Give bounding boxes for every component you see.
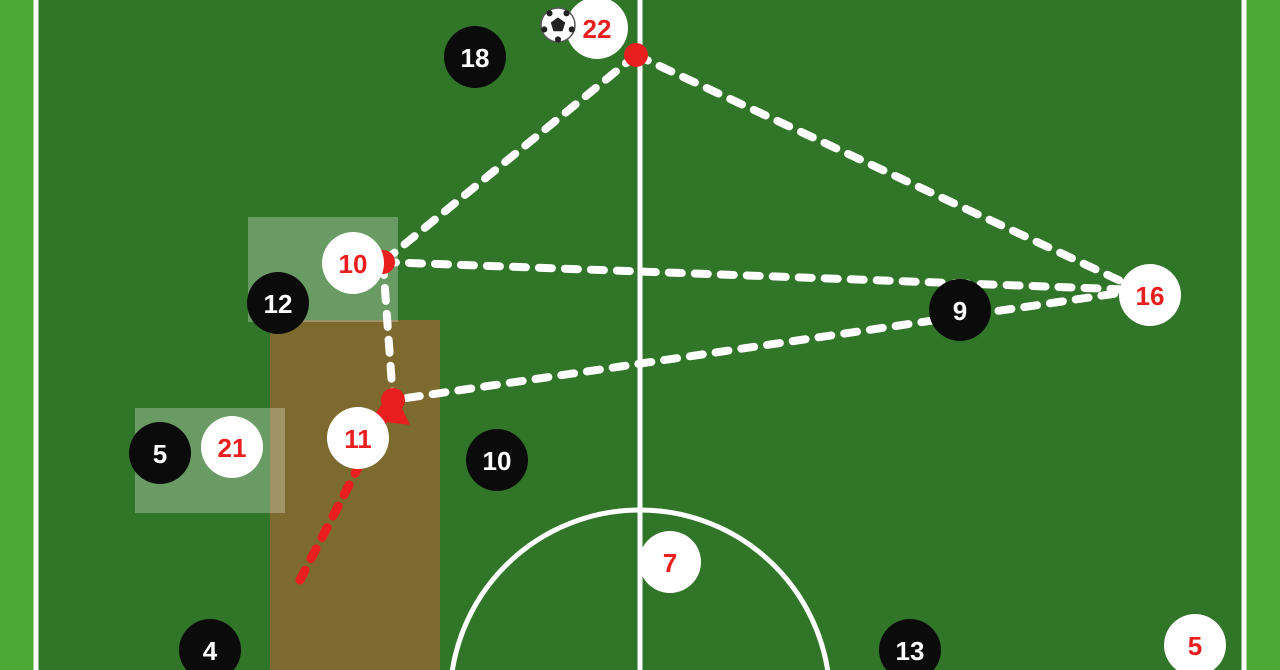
player-number: 11 bbox=[344, 424, 372, 454]
player-number: 10 bbox=[483, 446, 512, 476]
pass-node-0 bbox=[624, 43, 648, 67]
player-white-7: 7 bbox=[639, 531, 701, 593]
pass-node-3 bbox=[381, 388, 405, 412]
pitch-svg: 18 12 5 10 9 13 4 22 10 16 11 21 7 5 bbox=[0, 0, 1280, 670]
player-black-10: 10 bbox=[466, 429, 528, 491]
player-black-18: 18 bbox=[444, 26, 506, 88]
player-white-11: 11 bbox=[327, 407, 389, 469]
player-white-21: 21 bbox=[201, 416, 263, 478]
highlight-zone-brown bbox=[270, 320, 440, 670]
player-number: 5 bbox=[153, 439, 167, 469]
player-white-10: 10 bbox=[322, 232, 384, 294]
player-black-12: 12 bbox=[247, 272, 309, 334]
player-number: 10 bbox=[339, 249, 368, 279]
player-number: 9 bbox=[953, 296, 967, 326]
player-number: 5 bbox=[1188, 631, 1202, 661]
player-number: 4 bbox=[203, 636, 218, 666]
player-number: 12 bbox=[264, 289, 293, 319]
player-number: 13 bbox=[896, 636, 925, 666]
player-black-9: 9 bbox=[929, 279, 991, 341]
player-white-16: 16 bbox=[1119, 264, 1181, 326]
tactics-diagram: 18 12 5 10 9 13 4 22 10 16 11 21 7 5 bbox=[0, 0, 1280, 670]
player-number: 16 bbox=[1136, 281, 1165, 311]
player-number: 7 bbox=[663, 548, 677, 578]
player-number: 21 bbox=[218, 433, 247, 463]
player-black-5: 5 bbox=[129, 422, 191, 484]
ball-icon bbox=[541, 8, 575, 43]
player-number: 18 bbox=[461, 43, 490, 73]
player-number: 22 bbox=[583, 14, 612, 44]
